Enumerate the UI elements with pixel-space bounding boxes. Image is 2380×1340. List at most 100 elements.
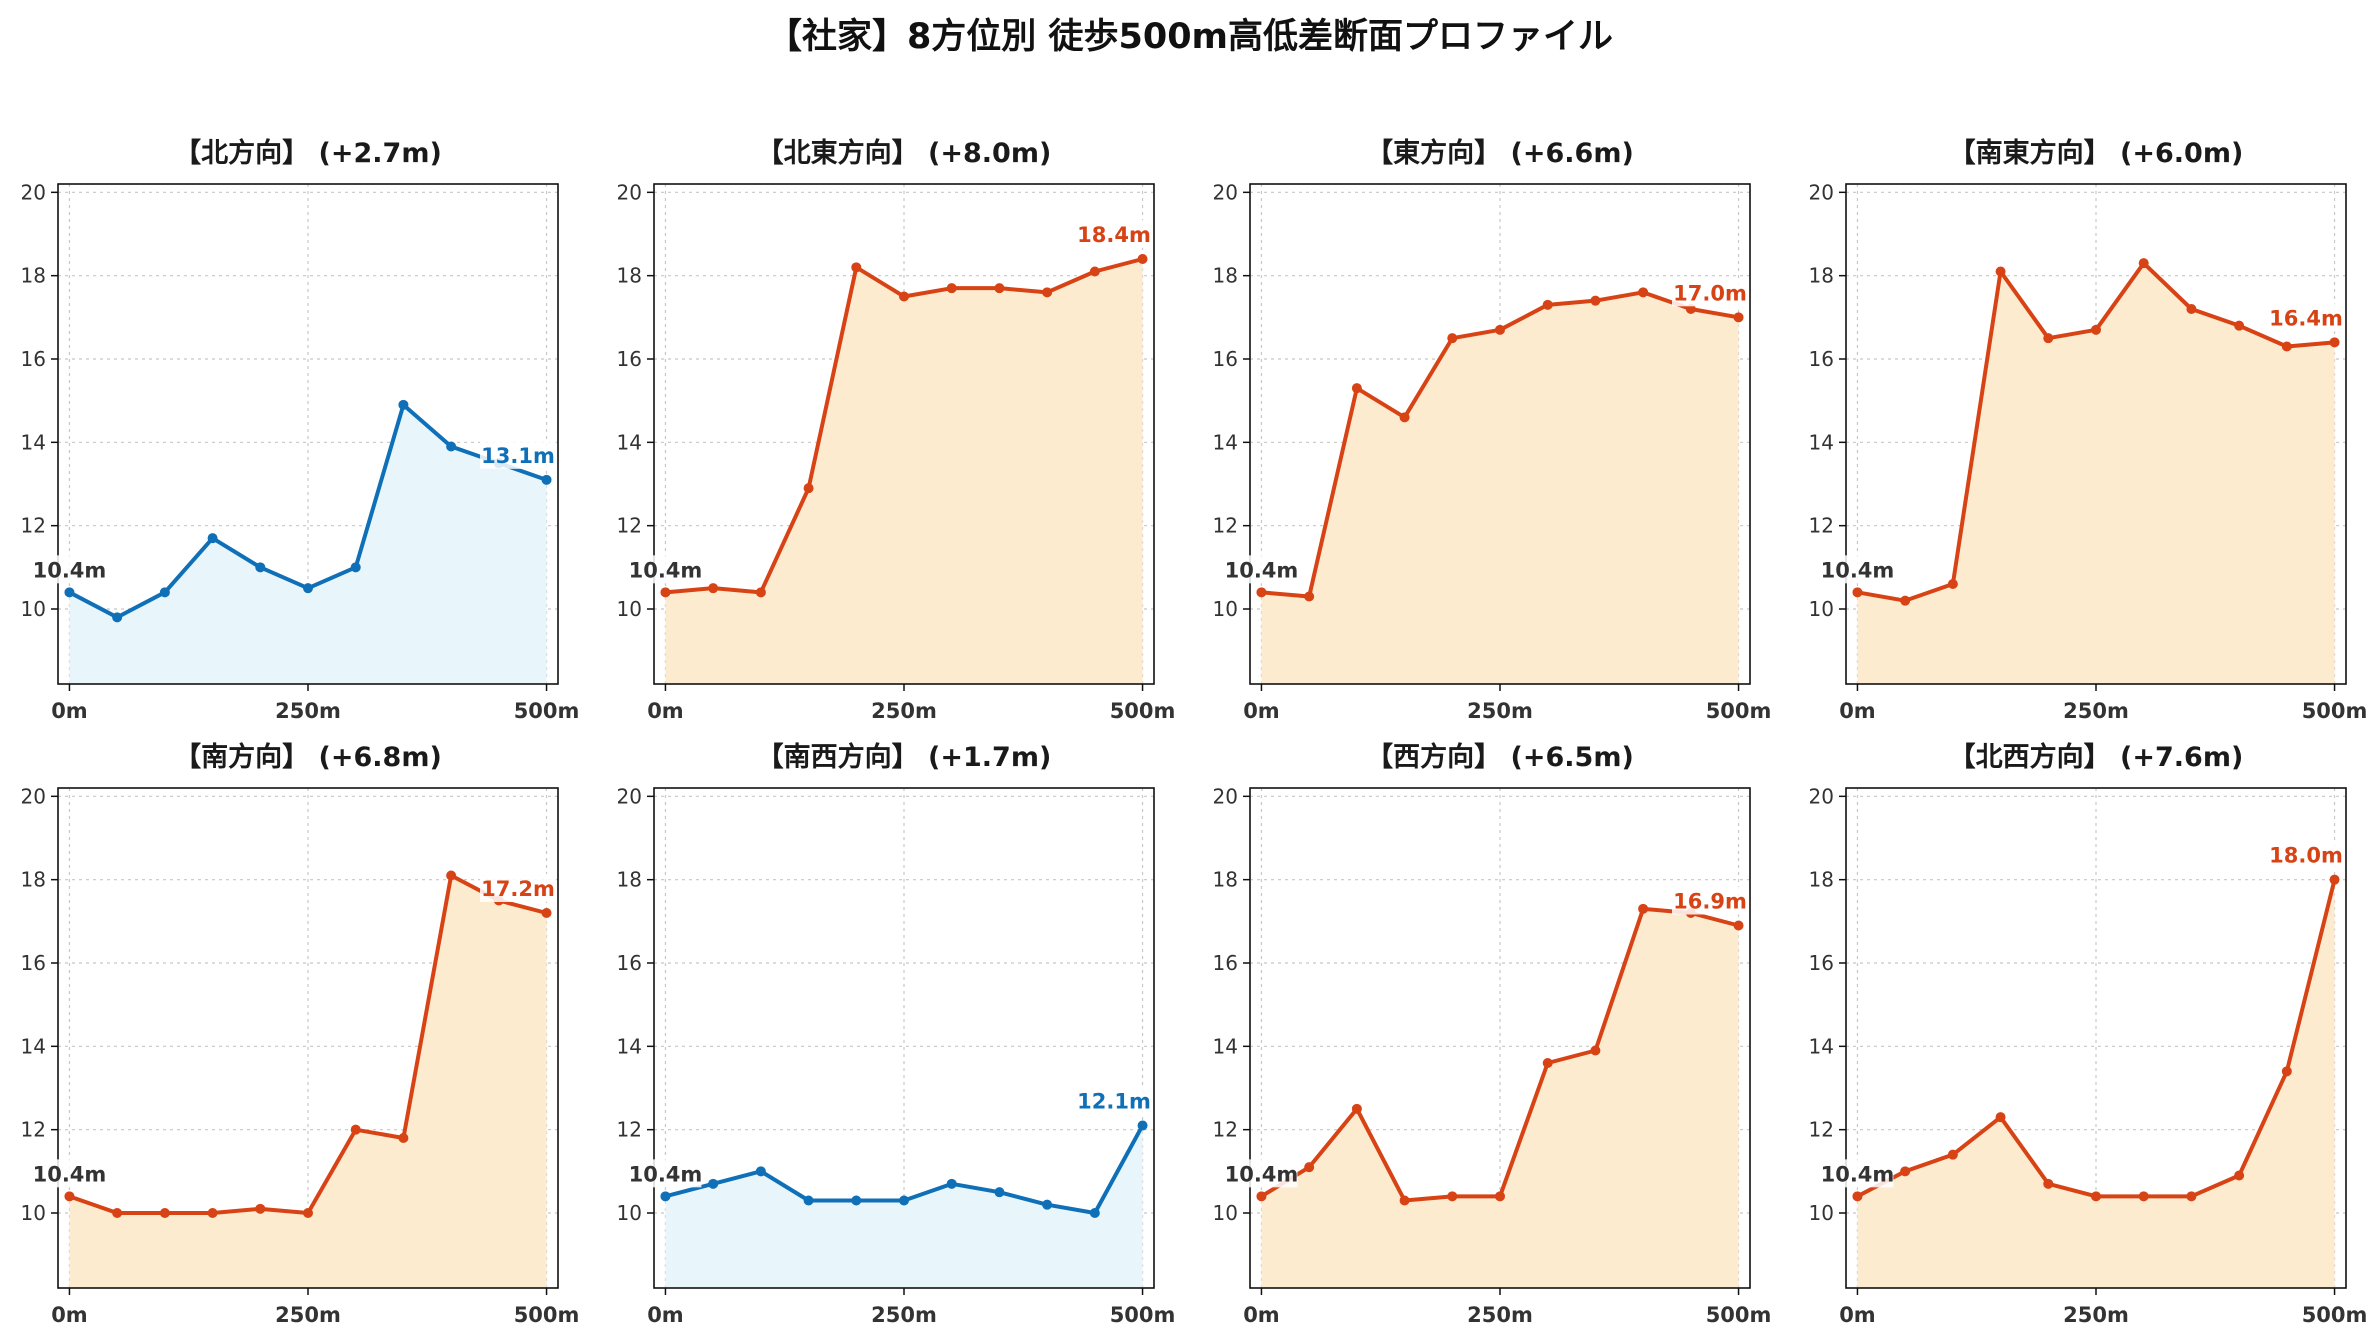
start-elevation-label: 10.4m xyxy=(33,558,107,582)
end-label-bg xyxy=(480,874,556,902)
y-tick-label: 10 xyxy=(617,1201,642,1225)
data-point xyxy=(2186,1191,2197,1202)
y-tick-label: 10 xyxy=(1809,1201,1834,1225)
profile-panel: 【北方向】 (+2.7m) 10 12 14 16 18 20 0m 250m 500m 10.4m… xyxy=(21,137,580,723)
profile-panel: 【南東方向】 (+6.0m) 10 12 14 16 18 20 0m 250m 500m 10.4… xyxy=(1809,137,2368,723)
start-elevation-label: 10.4m xyxy=(629,1162,703,1186)
x-tick-label: 250m xyxy=(2063,1303,2129,1327)
data-point xyxy=(708,1178,719,1189)
profile-panel: 【西方向】 (+6.5m) 10 12 14 16 18 20 0m 250m 500m 10.4m… xyxy=(1213,741,1772,1327)
y-tick-label: 14 xyxy=(1809,430,1834,454)
data-point xyxy=(1042,1199,1053,1210)
data-point xyxy=(2138,1191,2149,1202)
profile-panel: 【東方向】 (+6.6m) 10 12 14 16 18 20 0m 250m 500m 10.4m… xyxy=(1213,137,1772,723)
y-tick-label: 20 xyxy=(1809,180,1834,204)
x-tick-label: 250m xyxy=(275,699,341,723)
y-tick-label: 20 xyxy=(21,180,46,204)
data-point xyxy=(1256,587,1267,598)
y-tick-label: 10 xyxy=(21,597,46,621)
data-point xyxy=(1685,304,1696,314)
end-label-bg xyxy=(1672,886,1748,915)
y-tick-label: 18 xyxy=(1213,264,1238,288)
y-tick-label: 10 xyxy=(617,597,642,621)
y-tick-label: 16 xyxy=(21,347,46,371)
data-point xyxy=(1900,595,1911,606)
data-point xyxy=(1852,587,1863,598)
y-tick-label: 18 xyxy=(1213,868,1238,892)
data-point xyxy=(1089,266,1100,277)
start-elevation-label: 10.4m xyxy=(1225,558,1299,582)
data-point xyxy=(1995,266,2006,277)
data-point xyxy=(1733,312,1744,323)
start-elevation-label: 10.4m xyxy=(1225,1162,1299,1186)
y-tick-label: 16 xyxy=(21,951,46,975)
data-point xyxy=(255,562,266,573)
start-label-bg xyxy=(1819,1159,1894,1188)
start-label-bg xyxy=(1223,555,1298,584)
data-point xyxy=(1733,920,1744,931)
y-tick-label: 16 xyxy=(1213,951,1238,975)
data-point xyxy=(1995,1112,2006,1123)
data-point xyxy=(1852,1191,1863,1202)
data-point xyxy=(159,1208,170,1218)
data-point xyxy=(2281,341,2292,352)
y-tick-label: 10 xyxy=(21,1201,46,1225)
y-tick-label: 14 xyxy=(617,1034,642,1058)
start-elevation-label: 10.4m xyxy=(629,558,703,582)
data-point xyxy=(1590,295,1601,306)
y-tick-label: 12 xyxy=(1809,1118,1834,1142)
data-point xyxy=(112,612,123,623)
y-tick-label: 12 xyxy=(1213,514,1238,538)
y-tick-label: 20 xyxy=(617,784,642,808)
data-point xyxy=(1947,1149,1958,1160)
x-tick-label: 500m xyxy=(1110,1303,1176,1327)
panel-title: 【西方向】 (+6.5m) xyxy=(1366,741,1634,773)
data-point xyxy=(64,587,75,598)
y-tick-label: 18 xyxy=(1809,868,1834,892)
y-tick-label: 18 xyxy=(21,264,46,288)
data-point xyxy=(2281,1066,2292,1077)
x-tick-label: 500m xyxy=(1110,699,1176,723)
data-point xyxy=(541,474,552,485)
data-point xyxy=(2234,320,2245,331)
panel-title: 【北東方向】 (+8.0m) xyxy=(757,137,1052,169)
end-elevation-label: 18.0m xyxy=(2269,844,2343,868)
data-point xyxy=(1304,1162,1315,1173)
data-point xyxy=(946,283,957,294)
y-tick-label: 12 xyxy=(617,514,642,538)
profile-panel: 【北東方向】 (+8.0m) 10 12 14 16 18 20 0m 250m 500m 10.4… xyxy=(617,137,1176,723)
data-point xyxy=(899,1195,909,1206)
y-tick-label: 18 xyxy=(1809,264,1834,288)
data-point xyxy=(708,583,719,594)
panel-title: 【北方向】 (+2.7m) xyxy=(174,137,442,169)
data-point xyxy=(851,1195,862,1206)
end-label-bg xyxy=(2268,303,2344,332)
x-tick-label: 500m xyxy=(514,1303,580,1327)
data-point xyxy=(1399,412,1410,423)
y-tick-label: 20 xyxy=(1213,784,1238,808)
y-tick-label: 10 xyxy=(1809,597,1834,621)
y-tick-label: 14 xyxy=(617,430,642,454)
data-point xyxy=(1590,1045,1601,1056)
data-point xyxy=(1137,254,1148,264)
data-point xyxy=(803,483,814,494)
end-label-bg xyxy=(1672,278,1748,307)
data-point xyxy=(350,1124,361,1135)
y-tick-label: 14 xyxy=(1213,430,1238,454)
panel-title: 【南東方向】 (+6.0m) xyxy=(1949,137,2244,169)
start-label-bg xyxy=(1819,555,1894,584)
data-point xyxy=(1542,299,1553,310)
data-point xyxy=(755,1166,766,1177)
data-point xyxy=(446,441,457,452)
data-point xyxy=(1089,1208,1100,1218)
data-point xyxy=(755,587,766,598)
y-tick-label: 14 xyxy=(1213,1034,1238,1058)
y-tick-label: 16 xyxy=(617,347,642,371)
y-tick-label: 16 xyxy=(1213,347,1238,371)
data-point xyxy=(2091,324,2101,335)
x-tick-label: 250m xyxy=(871,1303,937,1327)
elevation-area xyxy=(1261,292,1739,684)
profile-panel: 【南西方向】 (+1.7m) 10 12 14 16 18 20 0m 250m 500m 10.4… xyxy=(617,741,1176,1327)
x-tick-label: 250m xyxy=(1467,699,1533,723)
x-tick-label: 0m xyxy=(1243,1303,1280,1327)
